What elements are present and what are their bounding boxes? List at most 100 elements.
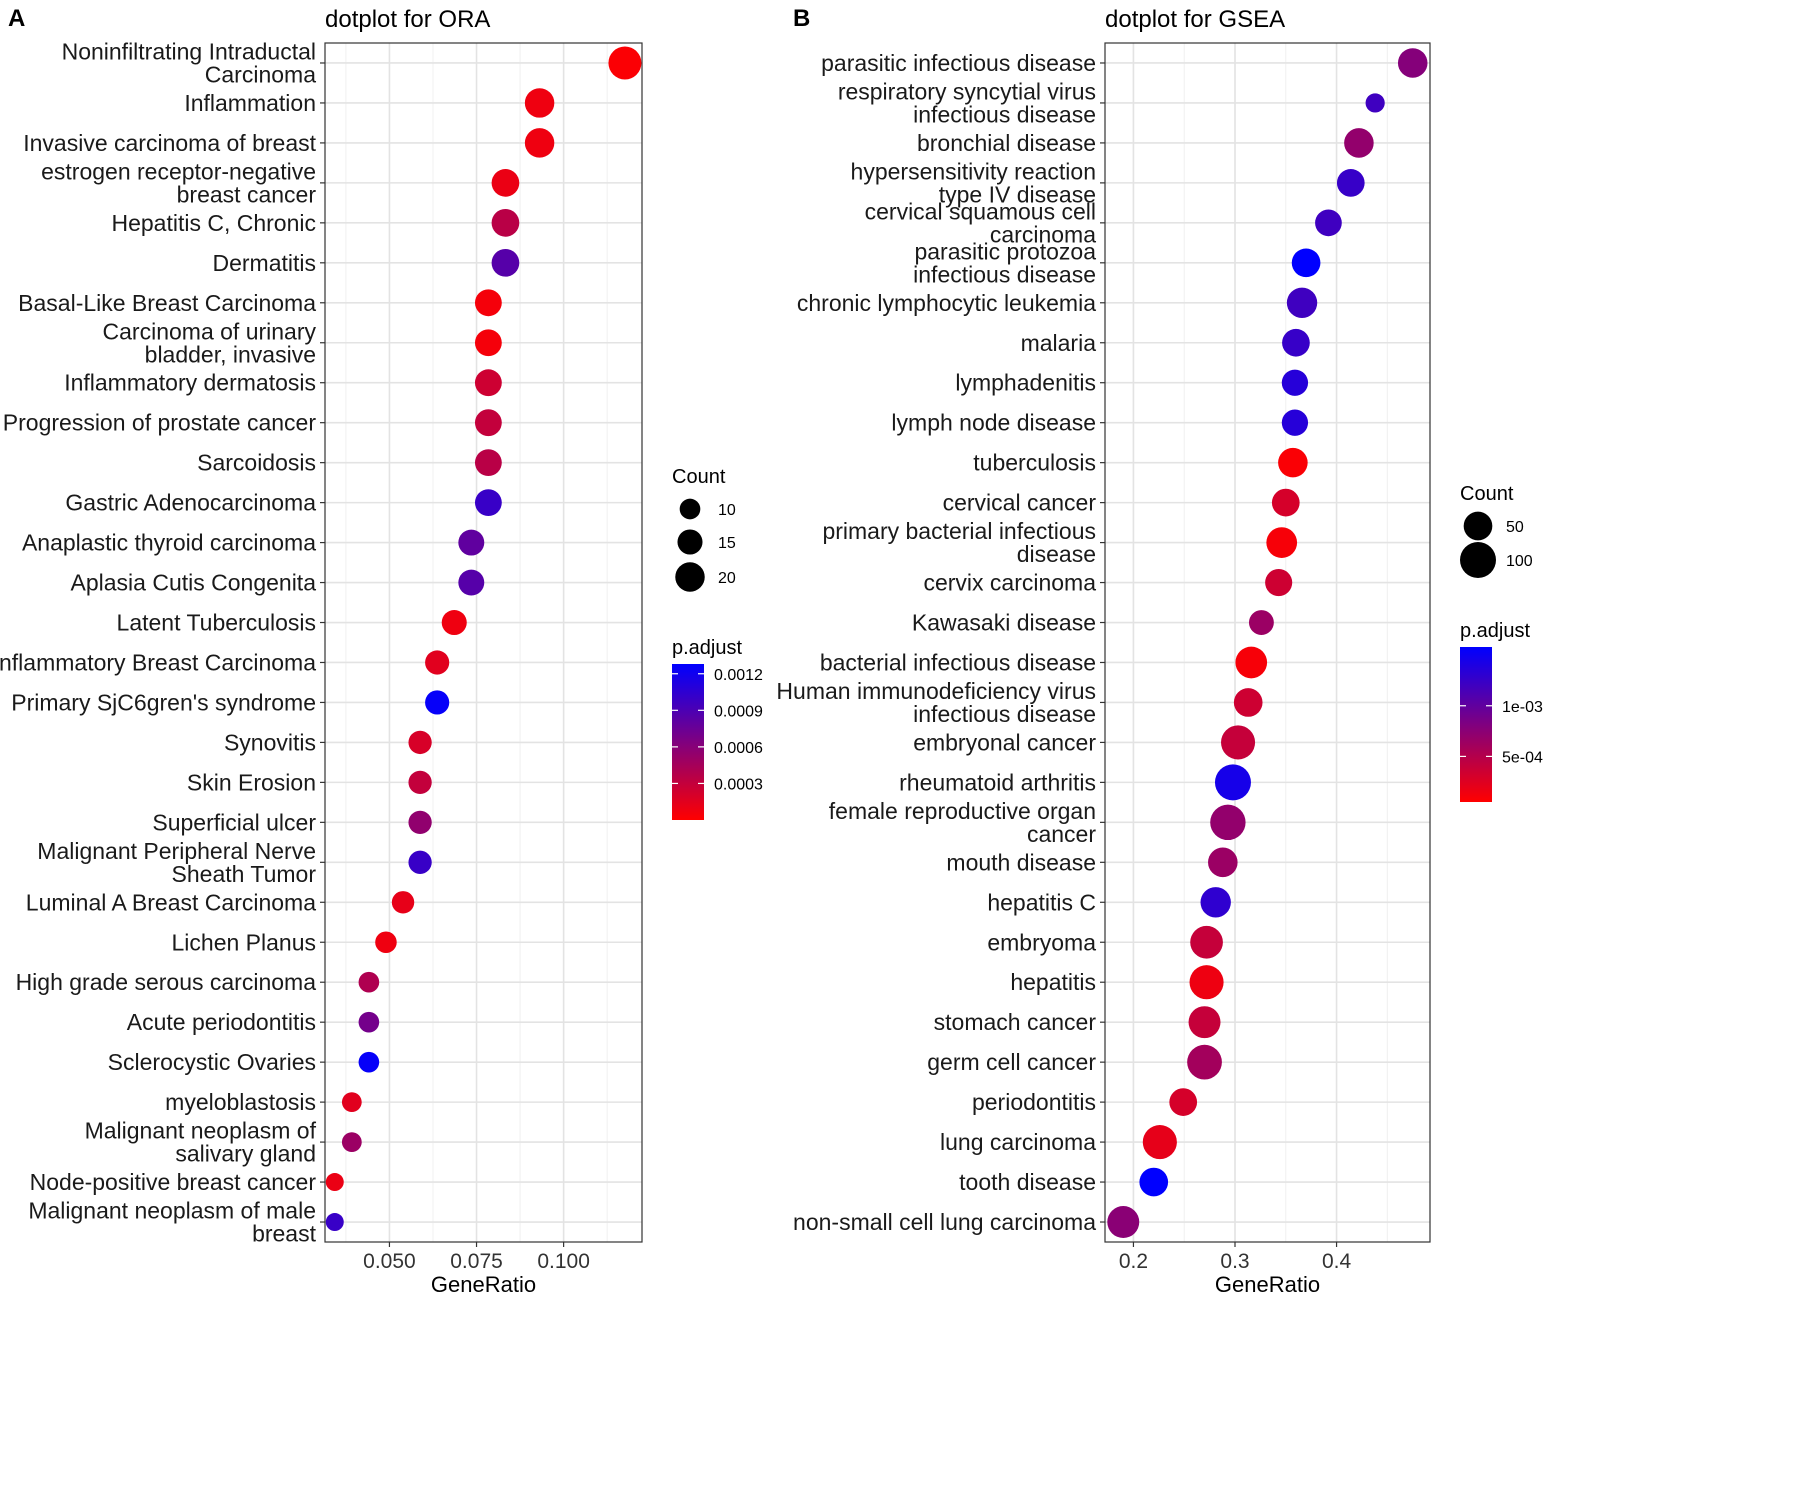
padjust-colorbar [1460,647,1492,802]
category-label: Sclerocystic Ovaries [108,1049,316,1075]
category-label-line: Acute periodontitis [127,1009,316,1035]
category-label-line: bacterial infectious disease [820,649,1096,675]
data-point [1248,610,1274,635]
category-label-line: Progression of prostate cancer [3,410,317,436]
category-label: Lichen Planus [172,929,317,955]
category-label-line: Lichen Planus [172,929,317,955]
data-point [1291,248,1321,278]
padjust-legend: p.adjust 5e-04 1e-03 [1460,620,1543,802]
category-label: myeloblastosis [165,1089,316,1115]
count-legend: Count 50 100 [1460,483,1533,578]
category-label: Sarcoidosis [197,450,316,476]
category-label-line: Synovitis [224,729,316,755]
category-label: Node-positive breast cancer [30,1169,317,1195]
count-legend-title: Count [1460,483,1514,505]
data-point [1397,48,1428,78]
category-label-line: malaria [1021,330,1097,356]
category-label-line: Carcinoma of urinary [103,318,317,344]
category-label: cervix carcinoma [923,570,1096,596]
colorbar-label: 1e-03 [1502,699,1543,716]
category-label-line: breast cancer [177,181,317,207]
category-label: non-small cell lung carcinoma [793,1209,1096,1235]
category-label: tooth disease [959,1169,1096,1195]
category-label-line: disease [1017,541,1096,567]
category-label-line: Latent Tuberculosis [117,610,316,636]
data-point [1208,847,1238,878]
category-label-line: tuberculosis [973,450,1096,476]
category-label: Kawasaki disease [912,610,1096,636]
category-label-line: cervical cancer [943,490,1097,516]
data-point [1188,1006,1221,1039]
x-axis-title: GeneRatio [1215,1272,1320,1297]
category-label-line: infectious disease [913,101,1096,127]
plot-background [1105,43,1430,1242]
category-label-line: tooth disease [959,1169,1096,1195]
category-label: tuberculosis [973,450,1096,476]
count-legend-key [1463,511,1493,541]
category-label-line: High grade serous carcinoma [16,969,317,995]
data-point [425,650,450,675]
count-legend-label: 20 [718,570,736,587]
data-point [474,489,502,517]
data-point [325,1213,344,1232]
category-label-line: Basal-Like Breast Carcinoma [18,290,316,316]
category-label: hepatitis [1010,969,1096,995]
category-label: stomach cancer [934,1009,1097,1035]
category-label-line: salivary gland [175,1141,316,1167]
data-point [1142,1125,1177,1160]
category-label: Anaplastic thyroid carcinoma [22,530,316,556]
data-point [1281,409,1309,436]
data-point [1235,646,1268,679]
data-point [341,1092,362,1112]
count-legend-label: 15 [718,535,736,552]
count-legend-label: 10 [718,502,736,519]
category-label: Inflammation [184,90,316,116]
category-label: Gastric Adenocarcinoma [65,490,316,516]
category-label-line: Inflammation [184,90,316,116]
x-tick-label: 0.2 [1119,1250,1148,1273]
data-point [1139,1167,1169,1197]
data-point [408,850,432,874]
category-label-line: breast [252,1221,317,1247]
data-point [1315,209,1342,237]
data-point [491,208,520,237]
category-label: periodontitis [972,1089,1096,1115]
data-point [1344,128,1374,158]
category-label: Hepatitis C, Chronic [111,210,316,236]
data-points [325,46,642,1232]
x-tick-label: 0.075 [450,1250,503,1273]
category-label-line: chronic lymphocytic leukemia [797,290,1096,316]
category-label-line: Luminal A Breast Carcinoma [26,889,316,915]
category-label-line: cancer [1027,821,1096,847]
data-point [1210,804,1246,841]
data-point [1189,965,1224,1000]
category-label-line: Sclerocystic Ovaries [108,1049,316,1075]
plot-title: dotplot for GSEA [1105,6,1285,33]
category-label-line: Kawasaki disease [912,610,1096,636]
category-label-line: Invasive carcinoma of breast [23,130,316,156]
category-label: Invasive carcinoma of breast [23,130,316,156]
category-label-line: Aplasia Cutis Congenita [71,570,317,596]
data-point [1214,764,1251,801]
category-label: parasitic infectious disease [821,50,1096,76]
data-point [524,128,555,158]
data-point [1190,925,1223,959]
category-label-line: Superficial ulcer [152,809,316,835]
data-point [341,1132,362,1152]
category-label-line: Malignant neoplasm of [85,1118,317,1144]
category-label-line: Carcinoma [205,61,316,87]
data-point [358,971,380,993]
category-label: bacterial infectious disease [820,649,1096,675]
category-label: cervical squamous cell carcinoma [865,198,1097,247]
category-label-line: lymphadenitis [955,370,1096,396]
data-point [608,46,642,80]
category-label: mouth disease [946,849,1096,875]
plot-title: dotplot for ORA [325,6,490,33]
count-legend-key [679,498,701,520]
category-label: Carcinoma of urinary bladder, invasive [103,318,317,367]
data-point [1221,725,1256,760]
count-legend-key [675,562,705,592]
padjust-legend-title: p.adjust [1460,620,1530,642]
category-label: female reproductive organ cancer [829,798,1097,847]
